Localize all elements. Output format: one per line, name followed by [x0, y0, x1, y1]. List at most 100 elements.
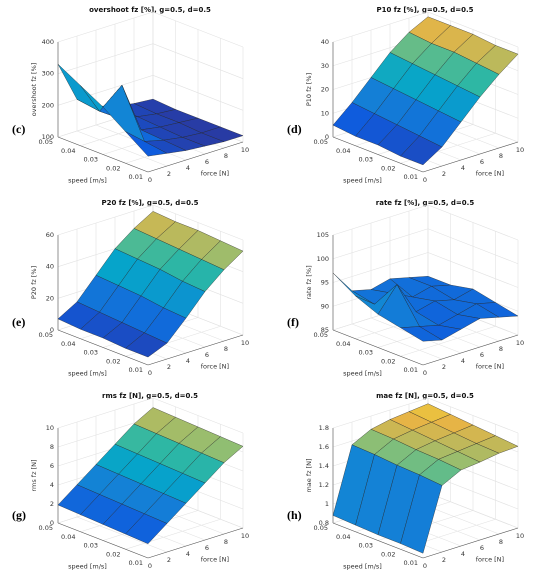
panel: P20 fz [%], g=0.5, d=0.5 (e) 0 2 4 6 8 10 0.01 0.… — [12, 199, 249, 377]
z-tick-label: 300 — [42, 70, 54, 78]
grid-line — [57, 43, 154, 74]
chart-title: P10 fz [%], g=0.5, d=0.5 — [376, 6, 473, 14]
grid-line — [152, 397, 244, 434]
y-axis-label: speed [m/s] — [68, 562, 107, 570]
grid-line — [400, 325, 496, 357]
y-tick-label: 0.05 — [39, 138, 53, 146]
y-tick-label: 0.01 — [129, 366, 143, 374]
x-tick-label: 4 — [461, 357, 465, 365]
axis-line — [332, 136, 424, 173]
x-tick-label: 4 — [186, 357, 190, 365]
y-axis-label: speed [m/s] — [343, 369, 382, 377]
y-tick-label: 0.02 — [381, 357, 395, 365]
x-tick-label: 2 — [442, 170, 446, 178]
z-tick-label: 0 — [325, 133, 329, 141]
x-tick-label: 10 — [516, 146, 524, 154]
z-tick-label: 10 — [321, 109, 329, 117]
z-tick-label: 4 — [50, 481, 54, 489]
y-tick-label: 0.04 — [336, 147, 350, 155]
surface-patch — [57, 64, 100, 112]
panel: rms fz [N], g=0.5, d=0.5 (g) 0 2 4 6 8 10 0.01 0.… — [12, 392, 249, 570]
x-tick-label: 4 — [186, 550, 190, 558]
panel-label: (d) — [287, 122, 302, 136]
z-tick-label: 30 — [321, 62, 329, 70]
surface-patch — [125, 332, 168, 358]
x-tick-label: 4 — [186, 164, 190, 172]
z-axis-label: rate fz [%] — [305, 265, 313, 299]
y-tick-label: 0.05 — [314, 331, 328, 339]
y-tick-label: 0.01 — [404, 559, 418, 567]
grid-line — [152, 75, 244, 111]
z-tick-label: 100 — [42, 133, 54, 141]
z-tick-label: 200 — [42, 101, 54, 109]
x-tick-label: 10 — [241, 532, 249, 540]
panel-label: (e) — [12, 315, 25, 329]
grid-line — [427, 492, 519, 529]
z-tick-label: 6 — [50, 462, 54, 470]
x-tick-label: 0 — [148, 369, 152, 377]
x-tick-label: 2 — [167, 363, 171, 371]
axis-line — [147, 141, 244, 173]
x-tick-label: 6 — [480, 544, 484, 552]
z-tick-label: 20 — [46, 294, 54, 302]
z-tick-label: 8 — [50, 443, 54, 451]
z-tick-label: 400 — [42, 38, 54, 46]
panel-label: (g) — [12, 508, 26, 522]
z-axis-label: P20 fz [%] — [30, 266, 38, 299]
x-axis-label: force [N] — [476, 555, 504, 563]
y-tick-label: 0.02 — [381, 550, 395, 558]
panel: P10 fz [%], g=0.5, d=0.5 (d) 0 2 4 6 8 10 0.01 0.… — [287, 6, 524, 184]
grid-line — [427, 252, 519, 288]
x-tick-label: 4 — [461, 164, 465, 172]
surface-patch — [399, 326, 443, 342]
axis-line — [332, 329, 424, 366]
grid-line — [152, 204, 244, 241]
chart-title: mae fz [N], g=0.5, d=0.5 — [376, 392, 474, 400]
y-tick-label: 0.02 — [106, 357, 120, 365]
z-tick-label: 2 — [50, 500, 54, 508]
surface-patch — [400, 474, 443, 554]
axis-line — [422, 527, 519, 559]
z-axis-label: rms fz [N] — [30, 459, 38, 491]
y-tick-label: 0.04 — [336, 340, 350, 348]
y-axis-label: speed [m/s] — [343, 176, 382, 184]
panel: overshoot fz [%], g=0.5, d=0.5 (c) 0 2 4 6 8 10… — [12, 6, 249, 184]
axis-line — [422, 141, 519, 173]
x-tick-label: 4 — [461, 550, 465, 558]
grid-line — [57, 75, 154, 106]
x-axis-label: force [N] — [201, 169, 229, 177]
axis-line — [57, 522, 149, 559]
y-tick-label: 0.05 — [314, 524, 328, 532]
x-tick-label: 6 — [205, 158, 209, 166]
y-tick-label: 0.04 — [61, 533, 75, 541]
y-tick-label: 0.01 — [129, 173, 143, 181]
x-tick-label: 6 — [480, 158, 484, 166]
grid-line — [125, 518, 221, 550]
x-tick-label: 0 — [148, 176, 152, 184]
z-tick-label: 1.6 — [319, 443, 329, 451]
z-tick-label: 105 — [317, 231, 329, 239]
x-tick-label: 10 — [241, 146, 249, 154]
axis-line — [147, 334, 244, 366]
chart-title: overshoot fz [%], g=0.5, d=0.5 — [89, 6, 211, 14]
y-axis-label: speed [m/s] — [68, 369, 107, 377]
panel-label: (c) — [12, 122, 25, 136]
x-tick-label: 2 — [442, 556, 446, 564]
y-tick-label: 0.04 — [61, 147, 75, 155]
y-tick-label: 0.03 — [84, 542, 98, 550]
grid-line — [332, 228, 429, 260]
z-tick-label: 1.2 — [319, 481, 329, 489]
panel: mae fz [N], g=0.5, d=0.5 (h) 0 2 4 6 8 10 0.01 0.… — [287, 392, 524, 570]
grid-line — [152, 11, 244, 48]
x-tick-label: 6 — [480, 351, 484, 359]
x-tick-label: 10 — [516, 532, 524, 540]
y-axis-label: speed [m/s] — [68, 176, 107, 184]
z-tick-label: 10 — [46, 424, 54, 432]
x-axis-label: force [N] — [201, 555, 229, 563]
x-tick-label: 8 — [499, 538, 503, 546]
z-axis-label: P10 fz [%] — [305, 73, 313, 106]
y-tick-label: 0.03 — [359, 349, 373, 357]
y-tick-label: 0.04 — [336, 533, 350, 541]
